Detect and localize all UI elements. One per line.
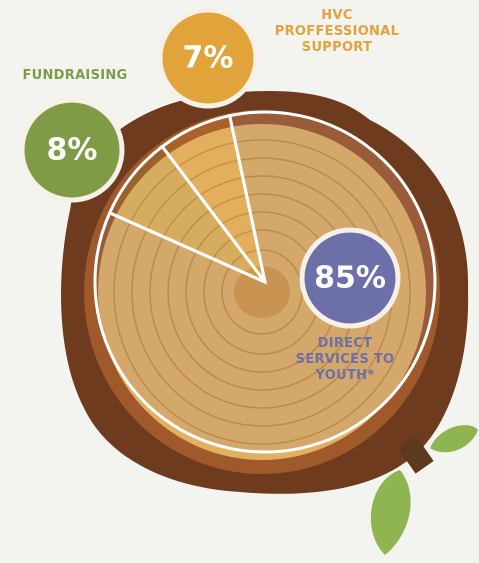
value-label: 8% (47, 133, 98, 168)
slice-label: HVC PROFFESSIONAL SUPPORT (274, 8, 400, 55)
value-badge (19, 97, 125, 203)
value-badge (299, 227, 401, 329)
slice-label: DIRECT SERVICES TO YOUTH* (295, 336, 395, 383)
pie-slice (160, 113, 267, 283)
value-badge (157, 7, 259, 109)
value-label: 7% (183, 41, 234, 76)
stump (61, 90, 469, 494)
value-label: 85% (314, 261, 386, 296)
twig (370, 425, 478, 555)
slice-label: FUNDRAISING (22, 68, 128, 83)
